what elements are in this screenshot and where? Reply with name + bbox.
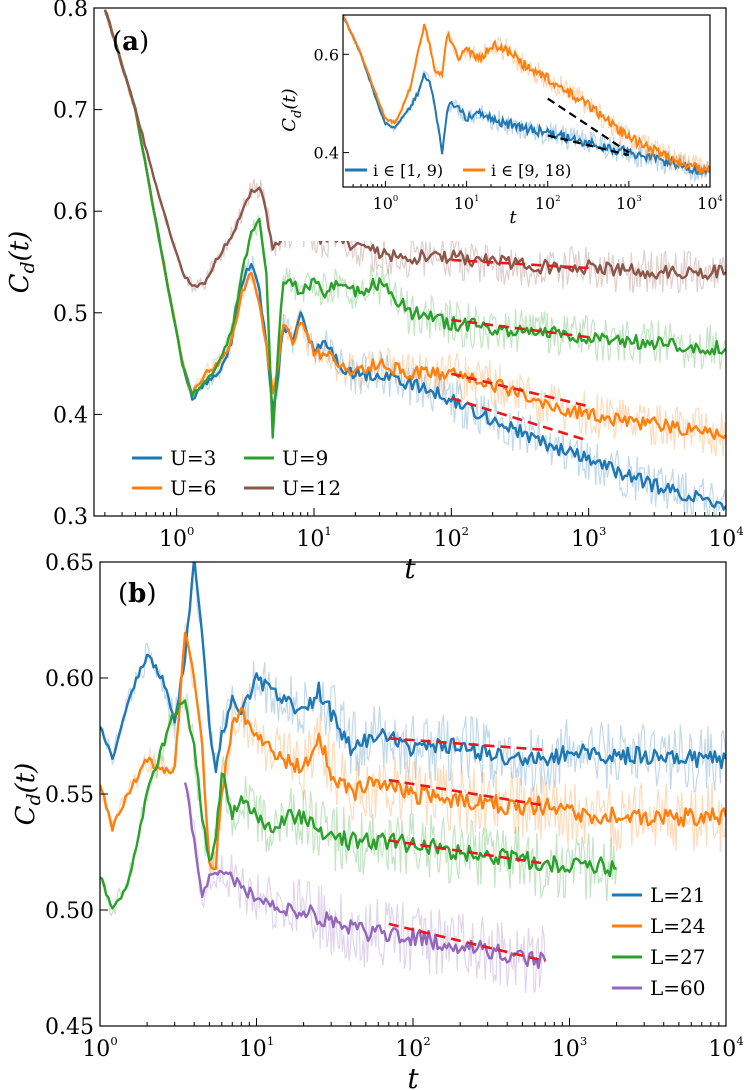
- inset-x-tick-label: 104: [697, 193, 723, 213]
- x-tick-label: 104: [708, 524, 743, 552]
- plot-area: [103, 9, 726, 516]
- inset-line-0: [343, 15, 710, 176]
- x-tick-label: 104: [708, 1034, 743, 1062]
- y-tick-label: 0.3: [53, 505, 88, 530]
- x-axis-label: t: [404, 552, 416, 585]
- fit-line-2: [451, 372, 589, 408]
- series-line-L=21: [100, 562, 726, 774]
- y-tick-label: 0.6: [53, 200, 88, 225]
- fit-line-0: [451, 258, 589, 270]
- legend-b: L=21 L=24 L=27 L=60: [612, 883, 706, 1000]
- x-tick-label: 102: [434, 524, 469, 552]
- series-line-L=27: [100, 699, 617, 910]
- fit-line-1: [451, 318, 589, 339]
- panel-label: (a): [112, 27, 149, 57]
- inset-plot-area: [343, 15, 710, 183]
- x-tick-label: 103: [571, 524, 606, 552]
- fit-line-2: [388, 839, 546, 865]
- panel-label: (b): [118, 579, 157, 609]
- series-line-U=3: [103, 9, 726, 511]
- inset-x-tick-label: 103: [616, 193, 642, 213]
- legend-label: U=12: [282, 476, 341, 500]
- series-band-U=6: [104, 13, 726, 457]
- x-tick-label: 101: [239, 1034, 274, 1062]
- y-axis-label: Cd(t): [11, 763, 45, 826]
- y-tick-label: 0.4: [53, 403, 88, 428]
- y-tick-label: 0.65: [45, 551, 94, 576]
- fit-line-1: [388, 778, 546, 807]
- inset-legend: i ∈ [1, 9) i ∈ [9, 18): [345, 161, 571, 180]
- fit-line-3: [450, 396, 590, 443]
- x-tick-label: 101: [296, 524, 331, 552]
- series-band-U=12: [104, 13, 726, 294]
- inset-y-tick-label: 0.4: [314, 144, 339, 163]
- legend-label: L=24: [650, 914, 706, 938]
- legend-label: L=21: [650, 883, 706, 907]
- inset-fit-1: [547, 134, 630, 157]
- fit-line-0: [388, 737, 546, 752]
- y-tick-label: 0.55: [45, 783, 94, 808]
- series-line-L=60: [183, 782, 547, 970]
- inset-x-tick-label: 101: [454, 193, 480, 213]
- y-tick-label: 0.45: [45, 1015, 94, 1040]
- series-line-L=24: [100, 631, 726, 871]
- legend-label: U=3: [170, 446, 216, 470]
- y-tick-label: 0.5: [53, 302, 88, 327]
- inset-x-tick-label: 102: [535, 193, 561, 213]
- series-band-L=60: [185, 793, 546, 994]
- x-axis-label: t: [407, 1062, 419, 1090]
- series-line-U=6: [103, 9, 726, 440]
- inset-y-tick-label: 0.6: [314, 45, 339, 64]
- inset-fit-0: [547, 97, 630, 154]
- inset-legend-label: i ∈ [1, 9): [373, 161, 443, 180]
- y-tick-label: 0.7: [53, 99, 88, 124]
- inset-line-1: [343, 15, 710, 176]
- y-tick-label: 0.60: [45, 667, 94, 692]
- inset-x-axis-label: t: [509, 207, 517, 228]
- plot-area: [100, 562, 726, 994]
- legend-a: U=3 U=9 U=6 U=12: [132, 446, 341, 500]
- y-tick-label: 0.8: [53, 0, 88, 22]
- inset-frame: [342, 14, 711, 188]
- legend-label: L=60: [650, 976, 706, 1000]
- fit-line-3: [388, 922, 546, 963]
- legend-label: U=6: [170, 476, 216, 500]
- legend-label: U=9: [282, 446, 328, 470]
- x-tick-label: 102: [395, 1034, 430, 1062]
- y-axis-label: Cd(t): [5, 231, 39, 294]
- legend-label: L=27: [650, 945, 706, 969]
- x-tick-label: 100: [159, 524, 194, 552]
- series-band-L=27: [100, 691, 618, 917]
- x-tick-label: 103: [552, 1034, 587, 1062]
- panel-b: 100 101 102 103 1040.450.500.550.600.65tCd(t…: [11, 551, 744, 1090]
- inset-legend-label: i ∈ [9, 18): [491, 161, 571, 180]
- inset-x-tick-label: 100: [373, 193, 399, 213]
- series-line-U=9: [103, 9, 726, 439]
- series-line-U=12: [103, 9, 726, 289]
- y-tick-label: 0.50: [45, 899, 94, 924]
- series-band-U=3: [104, 12, 726, 516]
